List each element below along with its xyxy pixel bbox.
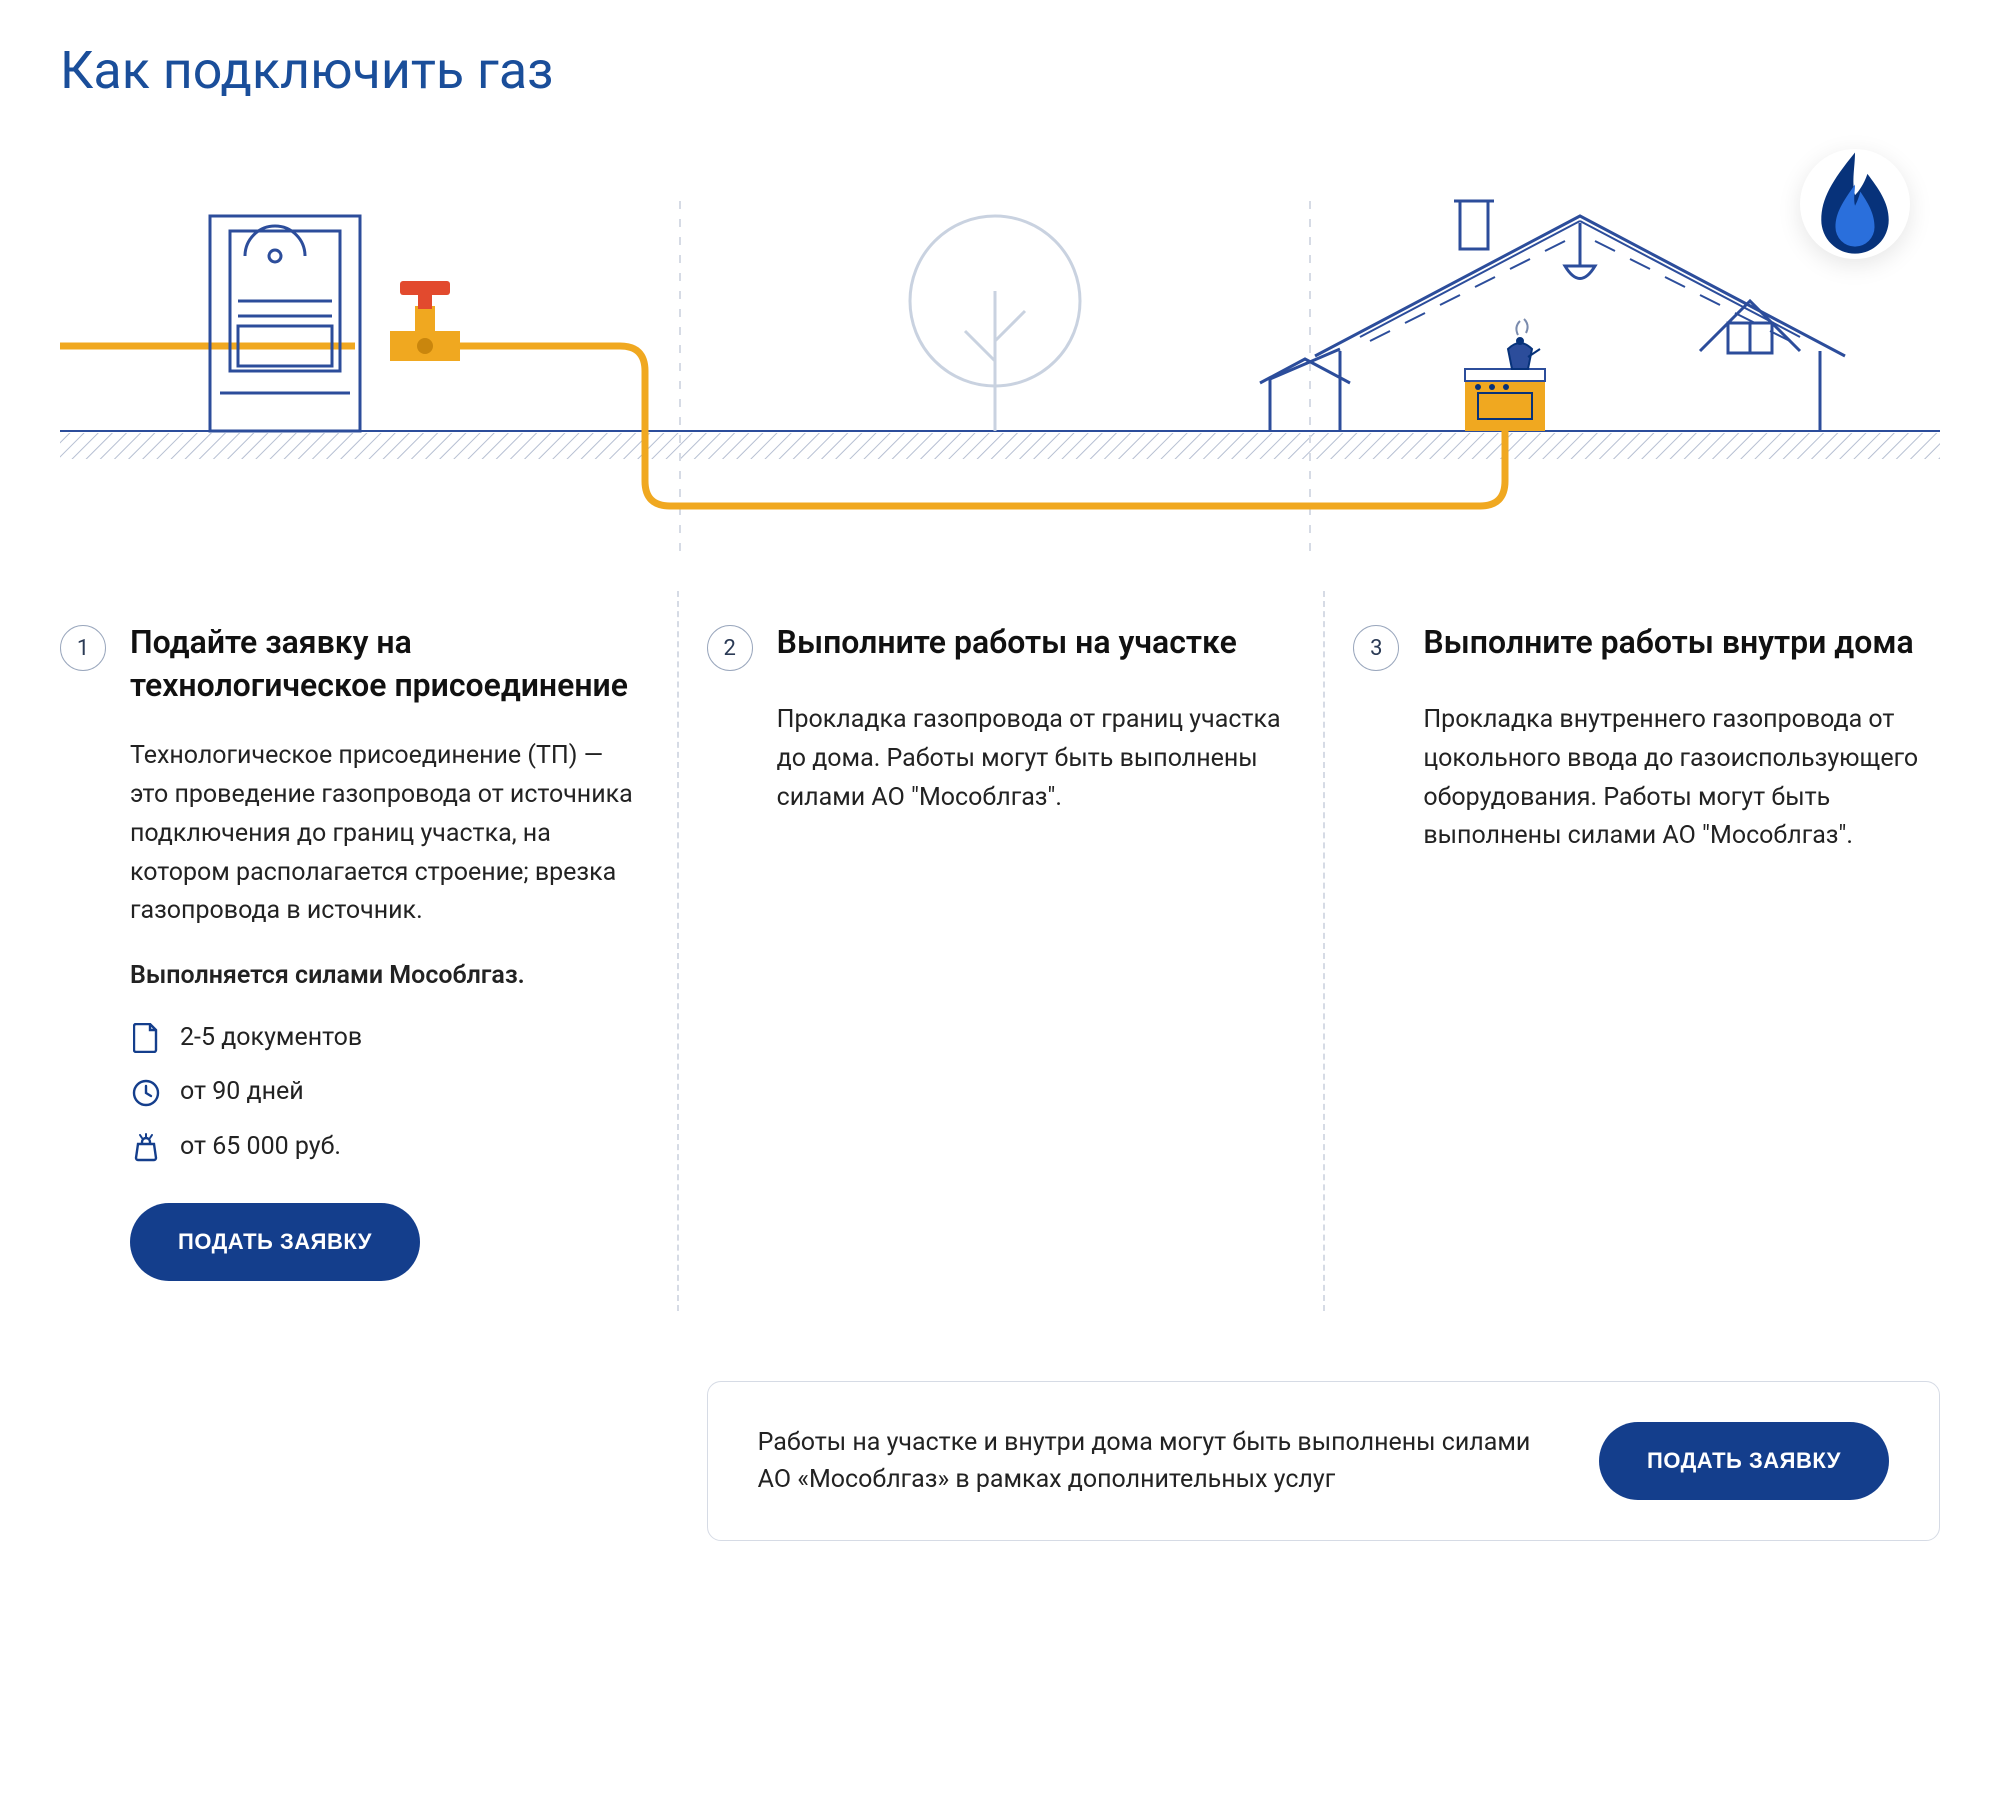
steps-columns: 1 Подайте заявку на технологическое прис… [60, 621, 1940, 1541]
diagram-svg [60, 131, 1940, 551]
connection-diagram [60, 131, 1940, 551]
apply-button-combined[interactable]: ПОДАТЬ ЗАЯВКУ [1599, 1422, 1889, 1500]
step-title: Выполните работы внутри дома [1423, 621, 1913, 671]
page-title: Как подключить газ [60, 40, 1940, 101]
step-number: 2 [707, 625, 753, 671]
step-number: 3 [1353, 625, 1399, 671]
info-text: от 90 дней [180, 1076, 304, 1109]
clock-icon [130, 1077, 162, 1109]
flame-icon [1800, 149, 1910, 259]
info-item: 2-5 документов [130, 1022, 647, 1055]
step-note: Выполняется силами Мособлгаз. [130, 957, 647, 996]
house-icon [1260, 201, 1845, 431]
tree-icon [910, 216, 1080, 431]
info-item: от 65 000 руб. [130, 1131, 647, 1164]
info-text: 2-5 документов [180, 1022, 362, 1055]
step-number: 1 [60, 625, 106, 671]
info-list: 2-5 документов от 90 дней от 65 000 руб. [130, 1022, 647, 1164]
step-body-text: Технологическое присоединение (ТП) — это… [130, 737, 647, 931]
step-2: 2 Выполните работы на участке Прокладка … [707, 621, 1294, 1281]
step-3: 3 Выполните работы внутри дома Прокладка… [1353, 621, 1940, 1281]
flame-badge[interactable] [1800, 149, 1910, 259]
gas-cabinet-icon [210, 216, 360, 431]
apply-button-step1[interactable]: ПОДАТЬ ЗАЯВКУ [130, 1203, 420, 1281]
document-icon [130, 1022, 162, 1054]
stove-icon [1465, 319, 1545, 431]
step-1: 1 Подайте заявку на технологическое прис… [60, 621, 647, 1281]
step-body-text: Прокладка внутреннего газопровода от цок… [1423, 701, 1940, 856]
gas-valve-icon [390, 281, 460, 361]
step-body-text: Прокладка газопровода от границ участка … [777, 701, 1294, 817]
info-text: от 65 000 руб. [180, 1131, 341, 1164]
combined-text: Работы на участке и внутри дома могут бы… [758, 1424, 1539, 1499]
step-title: Подайте заявку на технологическое присое… [130, 621, 647, 707]
step-title: Выполните работы на участке [777, 621, 1237, 671]
info-item: от 90 дней [130, 1076, 647, 1109]
bag-icon [130, 1131, 162, 1163]
combined-apply-box: Работы на участке и внутри дома могут бы… [707, 1381, 1940, 1541]
